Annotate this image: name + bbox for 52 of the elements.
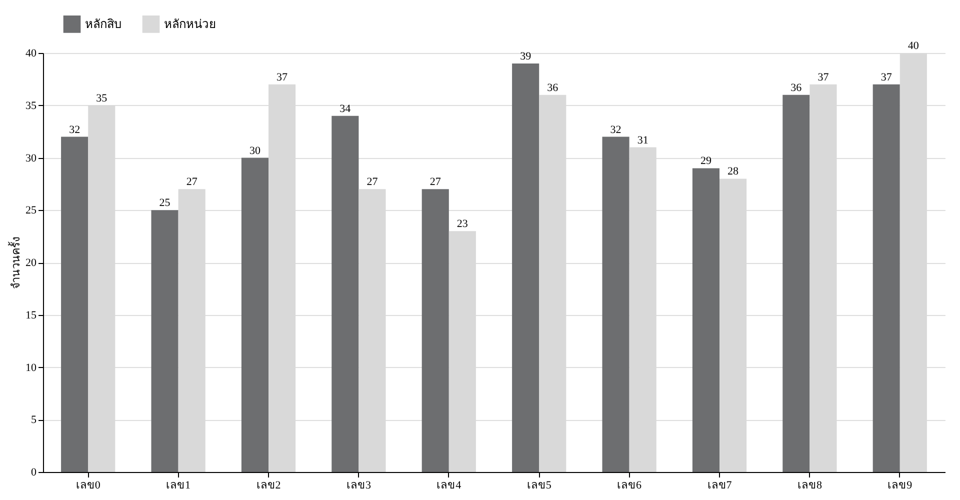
data-label: 35	[96, 92, 108, 104]
bar	[241, 158, 268, 472]
y-axis-title: จำนวนครั้ง	[8, 237, 22, 289]
data-label: 27	[186, 176, 198, 188]
bar	[512, 63, 540, 472]
x-tick-label: เลข0	[76, 480, 101, 492]
x-tick-label: เลข7	[707, 480, 732, 492]
y-tick-label: 10	[26, 362, 37, 374]
data-label: 39	[520, 50, 532, 62]
x-tick-label: เลข8	[797, 480, 822, 492]
x-tick-label: เลข3	[346, 480, 372, 492]
data-label: 37	[276, 71, 288, 84]
y-tick-label: 5	[31, 414, 37, 426]
data-label: 30	[249, 144, 261, 157]
x-tick-label: เลข5	[526, 480, 552, 492]
data-label: 36	[790, 82, 802, 94]
x-tick-label: เลข1	[166, 480, 191, 492]
y-tick-label: 35	[26, 100, 37, 112]
bar	[692, 168, 720, 472]
data-label: 27	[430, 176, 442, 188]
data-label: 28	[728, 166, 740, 178]
y-tick-label: 40	[26, 48, 37, 60]
bar	[61, 136, 88, 472]
x-tick-label: เลข6	[617, 480, 642, 492]
x-tick-label: เลข4	[436, 480, 462, 492]
bar	[782, 94, 810, 472]
bar	[602, 136, 630, 472]
data-label: 31	[637, 134, 648, 146]
y-tick-label: 30	[26, 152, 37, 164]
data-label: 27	[366, 176, 378, 188]
bar	[422, 189, 449, 472]
data-label: 25	[159, 197, 171, 210]
data-label: 37	[818, 71, 830, 84]
bar	[872, 84, 900, 472]
data-label: 40	[908, 40, 920, 52]
data-label: 36	[547, 82, 559, 94]
data-label: 29	[700, 155, 712, 168]
y-tick-label: 0	[31, 466, 37, 478]
data-label: 34	[340, 102, 352, 115]
data-label: 37	[880, 71, 892, 84]
y-tick-label: 20	[26, 257, 37, 269]
x-tick-label: เลข9	[888, 480, 913, 492]
bar	[332, 116, 359, 472]
data-label: 23	[456, 218, 468, 230]
data-label: 32	[610, 124, 622, 136]
y-tick-label: 15	[26, 309, 37, 322]
data-label: 32	[69, 124, 80, 136]
legend-label: หลักหน่วย	[164, 17, 216, 32]
x-tick-label: เลข2	[256, 480, 281, 492]
y-tick-label: 25	[26, 204, 37, 217]
bar	[151, 210, 178, 472]
legend-label: หลักสิบ	[85, 17, 122, 32]
